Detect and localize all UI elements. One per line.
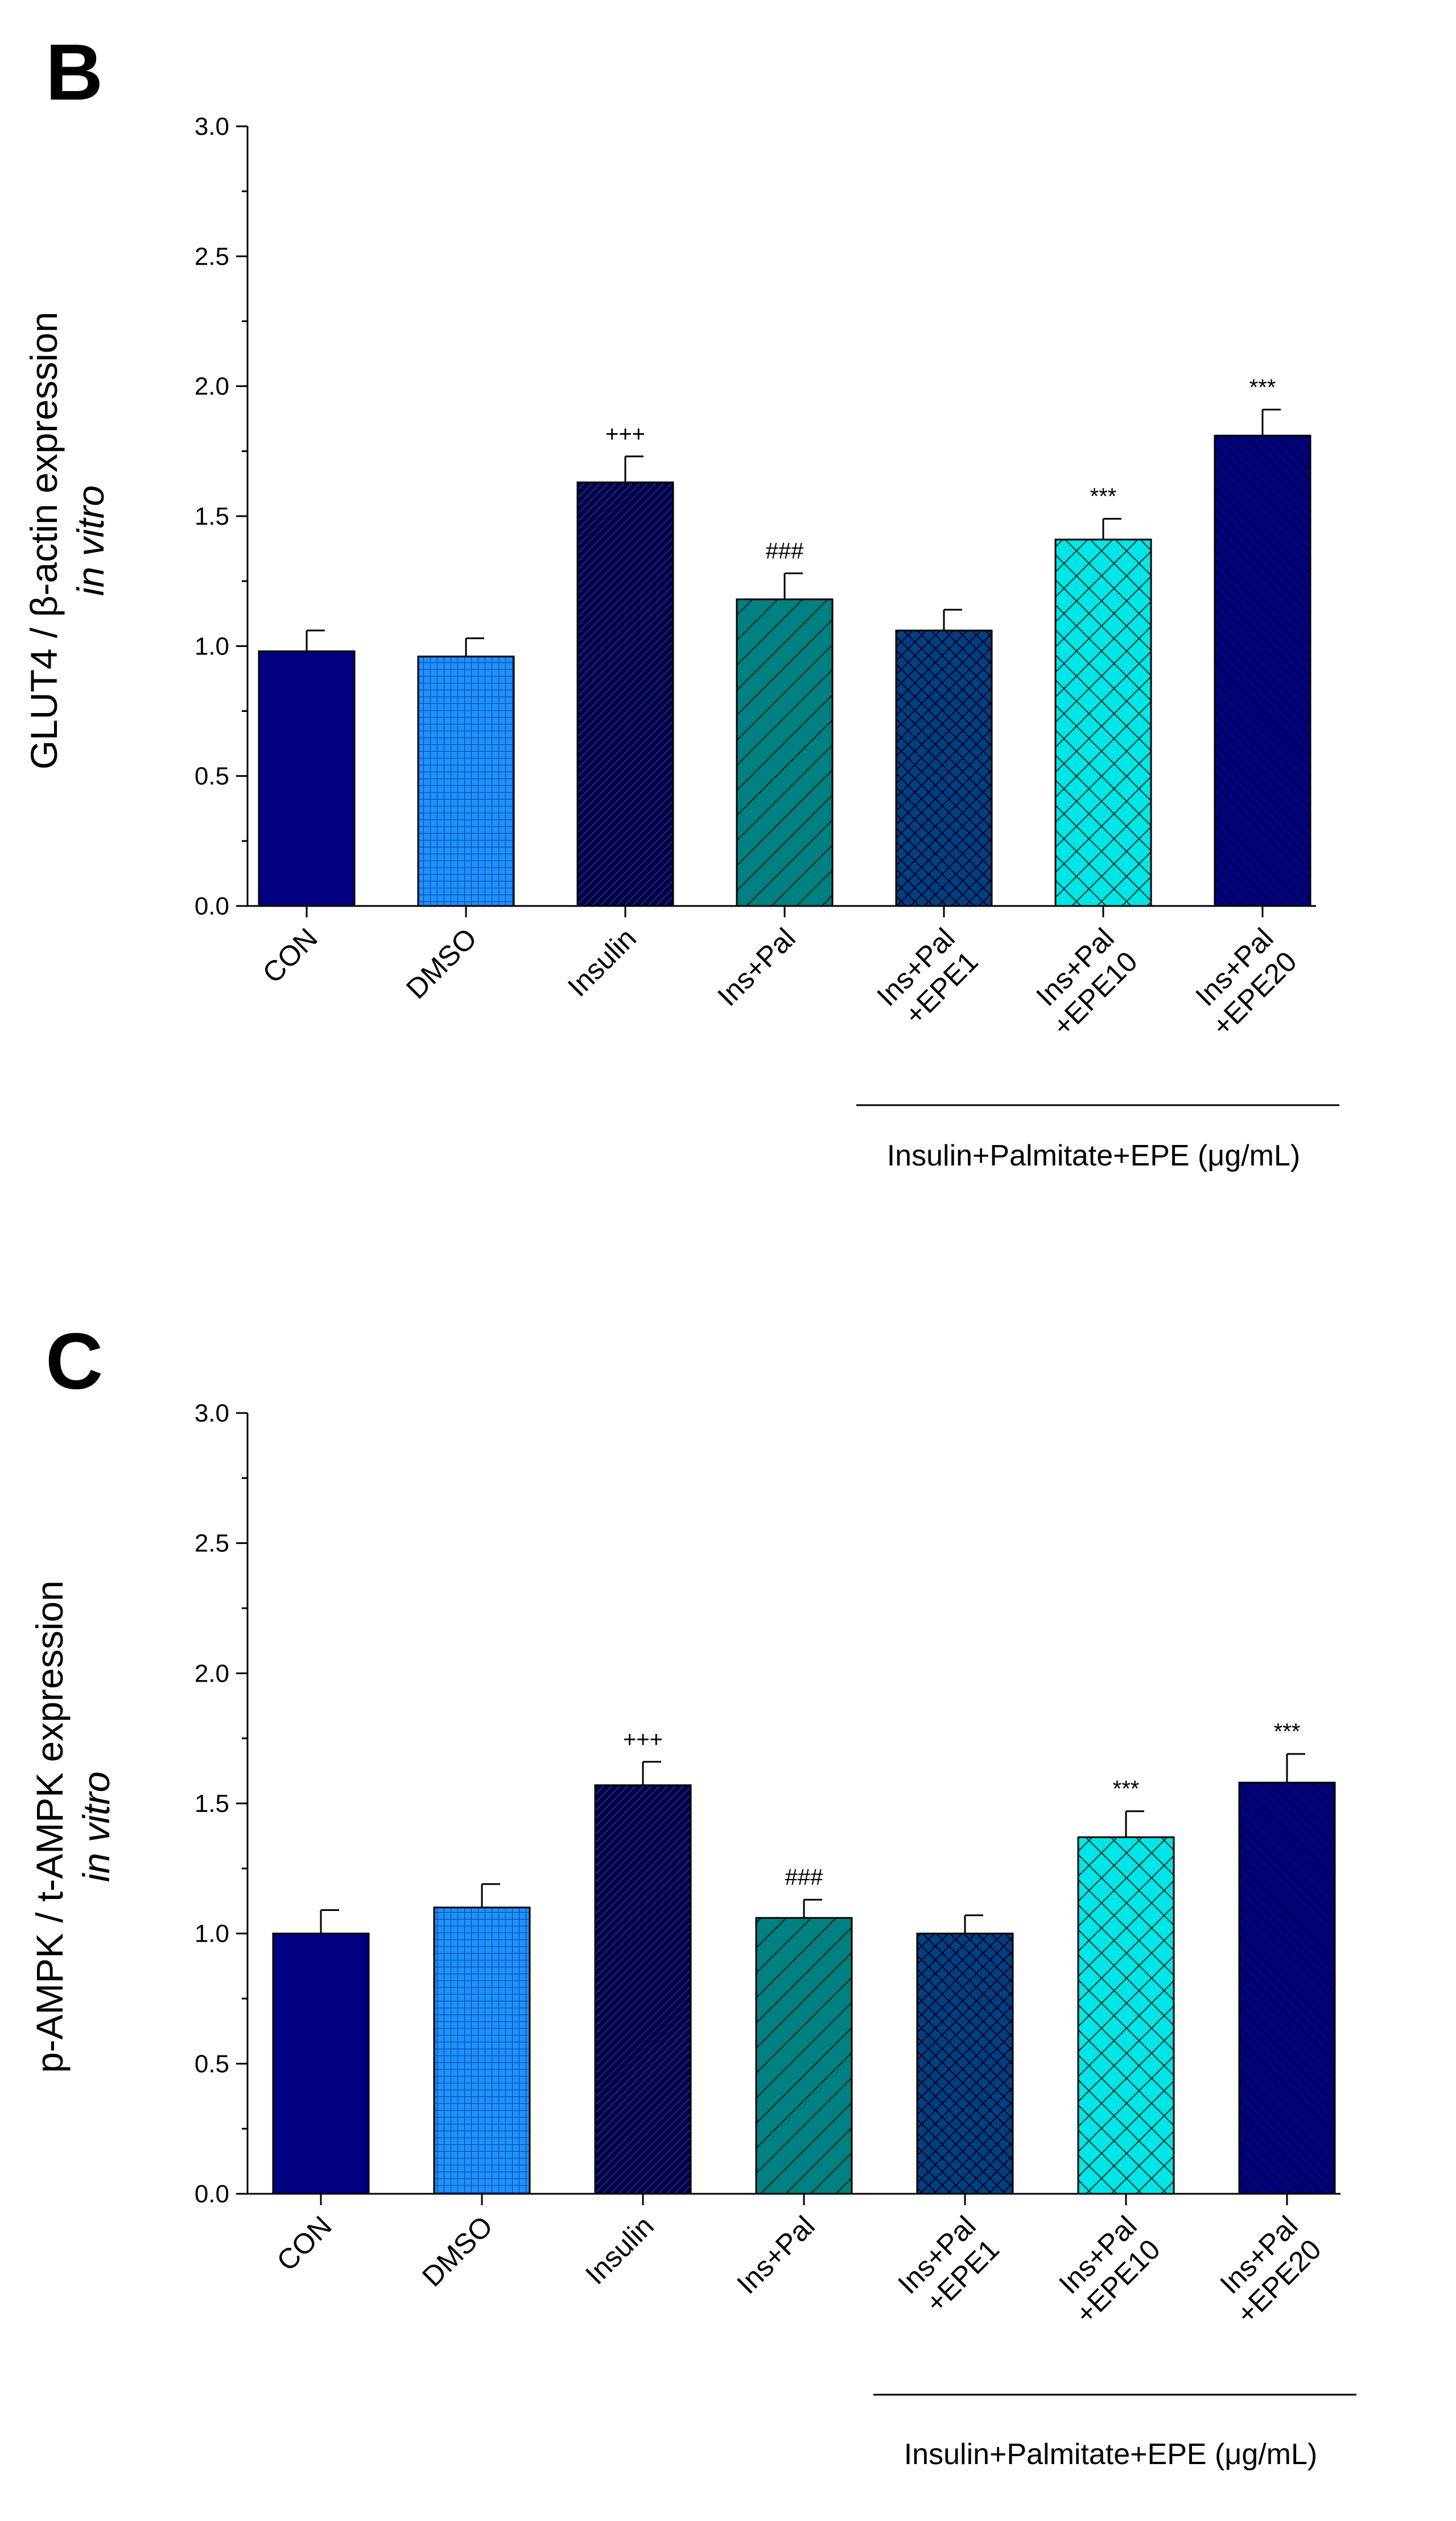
- panel-b-bar: [258, 650, 356, 907]
- panel-c-bar: [1238, 1781, 1336, 2195]
- panel-b-y-tick-label: 2.0: [195, 373, 229, 401]
- panel-c-y-tick-label: 0.0: [195, 2180, 229, 2208]
- panel-c-y-axis-label: p-AMPK / t-AMPK expression in vitro: [28, 1580, 117, 2073]
- panel-b-letter: B: [46, 27, 103, 117]
- panel-b-bar: [1054, 538, 1152, 907]
- panel-b-y-tick-label: 3.0: [195, 113, 229, 141]
- panel-b-ylabel-line2: in vitro: [69, 485, 112, 596]
- panel-c-y-tick-label: 2.0: [195, 1659, 229, 1687]
- panel-b-bar: [895, 629, 993, 907]
- panel-c-category-label-line: CON: [271, 2210, 338, 2277]
- panel-b-significance-label: ###: [766, 538, 804, 563]
- panel-b-category-label: Ins+Pal+EPE20: [1189, 922, 1303, 1042]
- panel-b-y-axis-label: GLUT4 / β-actin expression in vitro: [23, 312, 112, 770]
- panel-c-ylabel-line2: in vitro: [75, 1772, 117, 1882]
- panel-c-bar: [594, 1784, 692, 2195]
- panel-c-category-label: Ins+Pal: [731, 2210, 821, 2300]
- panel-b-bar: [576, 481, 674, 907]
- panel-c-category-label-line: Ins+Pal: [731, 2210, 821, 2300]
- panel-c-significance-label: +++: [623, 1727, 663, 1752]
- panel-b-category-label: Ins+Pal: [711, 922, 802, 1012]
- panel-b-significance-label: ***: [1249, 375, 1276, 400]
- panel-c-bar: [755, 1917, 853, 2195]
- panel-c-y-tick-label: 1.0: [195, 1920, 229, 1948]
- panel-c-significance-label: ***: [1274, 1719, 1301, 1744]
- panel-b-y-tick-label: 1.0: [195, 632, 229, 660]
- panel-c-category-label-line: DMSO: [416, 2210, 499, 2293]
- panel-b-category-label: Insulin: [562, 922, 642, 1003]
- panel-c-bar: [916, 1933, 1014, 2195]
- panel-c-category-label: Ins+Pal+EPE10: [1053, 2210, 1166, 2330]
- panel-b-y-tick-label: 1.5: [195, 502, 229, 530]
- panel-c-category-label-line: Insulin: [579, 2210, 660, 2291]
- panel-c-category-label: CON: [271, 2210, 338, 2277]
- panel-c-ylabel-line1: p-AMPK / t-AMPK expression: [28, 1580, 71, 2073]
- panel-b-group-label: Insulin+Palmitate+EPE (μg/mL): [887, 1139, 1301, 1172]
- panel-b-category-label-line: Insulin: [562, 922, 642, 1003]
- panel-c-category-label: DMSO: [416, 2210, 499, 2293]
- panel-c-category-label: Ins+Pal+EPE20: [1214, 2210, 1327, 2330]
- panel-b-significance-label: +++: [605, 422, 645, 447]
- panel-b-ylabel-line1: GLUT4 / β-actin expression: [23, 312, 65, 770]
- panel-c-category-label: Ins+Pal+EPE1: [892, 2210, 1005, 2319]
- panel-b-significance-label: ***: [1090, 484, 1117, 509]
- panel-b-y-tick-label: 0.0: [195, 892, 229, 920]
- panel-b-bar: [1214, 434, 1311, 907]
- panel-b-category-label: Ins+Pal+EPE10: [1030, 922, 1144, 1042]
- panel-c-significance-label: ***: [1113, 1777, 1140, 1802]
- panel-b-category-label-line: DMSO: [400, 922, 483, 1005]
- panel-b-bar: [417, 656, 515, 907]
- panel-c-bar: [433, 1906, 531, 2195]
- panel-c-y-tick-label: 0.5: [195, 2050, 229, 2078]
- panel-c-bar: [1077, 1836, 1175, 2195]
- panel-b-bar: [736, 598, 834, 907]
- panel-c-category-label: Insulin: [579, 2210, 660, 2291]
- panel-b-category-label-line: CON: [257, 922, 324, 989]
- panel-b-y-tick-label: 2.5: [195, 242, 229, 270]
- panel-b-category-label: Ins+Pal+EPE1: [871, 922, 984, 1031]
- panel-b-category-label: DMSO: [400, 922, 483, 1005]
- panel-c-y-tick-label: 2.5: [195, 1530, 229, 1558]
- panel-c-letter: C: [46, 1316, 103, 1406]
- panel-b-category-label: CON: [257, 922, 324, 989]
- panel-b-y-tick-label: 0.5: [195, 763, 229, 790]
- panel-c-plot-area: 0.0 0.5 1.0 1.5 2.0 2.5 3.0 CON DMSO +++ Insulin ##…: [195, 1399, 1340, 2330]
- panel-c-significance-label: ###: [785, 1865, 823, 1890]
- panel-c-chart: C p-AMPK / t-AMPK expression in vitro 0.…: [28, 1316, 1356, 2471]
- panel-b-category-label-line: Ins+Pal: [711, 922, 802, 1012]
- panel-c-group-label: Insulin+Palmitate+EPE (μg/mL): [904, 2438, 1318, 2471]
- panel-b-plot-area: 0.0 0.5 1.0 1.5 2.0 2.5 3.0 CON DMSO +++ Insulin ##…: [195, 113, 1316, 1043]
- panel-b-chart: B GLUT4 / β-actin expression in vitro 0.…: [23, 27, 1339, 1172]
- panel-c-bar: [272, 1933, 370, 2195]
- panel-c-y-tick-label: 1.5: [195, 1790, 229, 1818]
- panel-c-y-tick-label: 3.0: [195, 1399, 229, 1427]
